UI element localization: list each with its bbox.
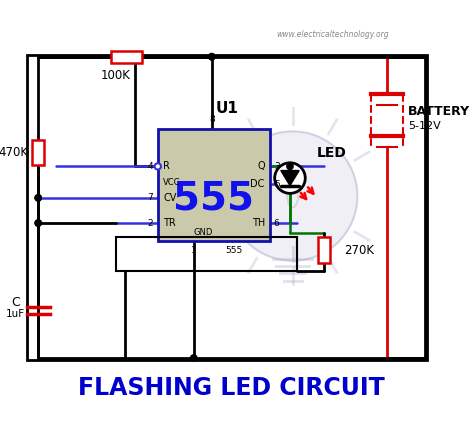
Text: DC: DC [250, 179, 265, 189]
Polygon shape [281, 171, 299, 186]
Text: CV: CV [163, 193, 177, 203]
Text: 1: 1 [191, 245, 197, 254]
Bar [111, 51, 142, 63]
Circle shape [228, 131, 357, 261]
Circle shape [191, 355, 197, 361]
Text: 470K: 470K [0, 146, 28, 160]
Text: GND: GND [193, 227, 212, 236]
Circle shape [287, 163, 293, 169]
Text: C: C [11, 296, 20, 309]
Circle shape [35, 220, 41, 226]
Text: www.electricaltechnology.org: www.electricaltechnology.org [277, 30, 390, 39]
Text: 8: 8 [209, 115, 215, 124]
Text: 555: 555 [173, 179, 255, 218]
Bar [27, 55, 427, 360]
Text: 3: 3 [274, 162, 280, 171]
Circle shape [209, 54, 215, 60]
Circle shape [155, 163, 161, 169]
Text: 100K: 100K [100, 69, 130, 82]
Text: R: R [163, 161, 170, 172]
Circle shape [275, 163, 305, 193]
Text: 5: 5 [274, 180, 280, 189]
Text: 270K: 270K [344, 244, 374, 257]
Text: FLASHING LED CIRCUIT: FLASHING LED CIRCUIT [78, 375, 385, 399]
Text: 555: 555 [226, 245, 243, 254]
Circle shape [35, 220, 41, 226]
Text: LED: LED [317, 146, 347, 160]
Bar [116, 236, 297, 271]
Circle shape [35, 195, 41, 201]
Text: TH: TH [252, 218, 265, 228]
Bar [32, 140, 44, 166]
Text: 7: 7 [147, 193, 153, 202]
Bar [158, 129, 270, 241]
Text: 1uF: 1uF [6, 309, 25, 320]
Text: 4: 4 [148, 162, 153, 171]
Circle shape [209, 54, 215, 60]
Text: BATTERY: BATTERY [408, 105, 470, 118]
Text: 2: 2 [148, 218, 153, 227]
Bar [319, 237, 330, 263]
Text: 5-12V: 5-12V [408, 121, 440, 131]
Text: 6: 6 [274, 218, 280, 227]
Text: Q: Q [257, 161, 265, 172]
Text: VCC: VCC [163, 178, 181, 187]
Text: TR: TR [163, 218, 176, 228]
Text: U1: U1 [216, 101, 239, 116]
Circle shape [35, 195, 41, 201]
